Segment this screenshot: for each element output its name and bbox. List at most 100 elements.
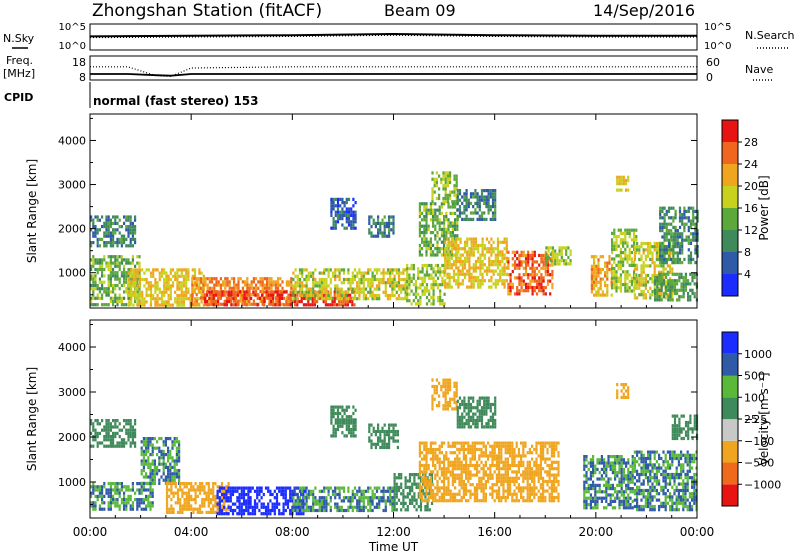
- power-cell: [391, 290, 394, 294]
- power-cell: [425, 283, 429, 287]
- power-cell: [678, 298, 681, 302]
- power-cell: [669, 251, 672, 255]
- power-cell: [642, 251, 645, 255]
- power-cell: [90, 277, 93, 281]
- power-cell: [481, 250, 484, 254]
- velocity-cell: [153, 459, 156, 463]
- power-cell: [241, 289, 244, 294]
- power-cell: [343, 213, 346, 217]
- power-cell: [651, 280, 654, 284]
- velocity-cell: [171, 443, 174, 447]
- power-cell: [430, 283, 433, 287]
- power-cell: [116, 261, 119, 265]
- velocity-cell: [192, 507, 195, 511]
- velocity-cell: [194, 501, 197, 505]
- power-cell: [237, 283, 240, 287]
- power-cell: [622, 178, 625, 183]
- power-cell: [472, 282, 475, 286]
- power-cell: [644, 248, 647, 252]
- power-cell: [92, 234, 95, 238]
- power-cell: [138, 290, 142, 294]
- power-cell: [655, 248, 658, 252]
- power-cell: [423, 279, 426, 284]
- velocity-cell: [105, 422, 108, 426]
- power-cell: [323, 297, 326, 301]
- power-cell: [352, 223, 355, 227]
- velocity-cell: [383, 445, 386, 450]
- power-cell: [141, 300, 144, 304]
- power-cell: [461, 269, 464, 273]
- velocity-cell: [253, 499, 257, 503]
- velocity-cell: [301, 489, 304, 493]
- velocity-cell: [107, 491, 110, 495]
- power-cell: [651, 245, 654, 249]
- power-cell: [101, 303, 104, 307]
- power-cell: [334, 287, 337, 291]
- power-cell: [333, 303, 336, 307]
- power-cell: [480, 217, 484, 221]
- power-cell: [457, 259, 460, 264]
- power-cell: [671, 272, 674, 276]
- power-cell: [633, 286, 636, 290]
- power-cell: [98, 287, 101, 291]
- power-cell: [617, 228, 620, 232]
- velocity-cell: [151, 443, 154, 447]
- velocity-cell: [350, 427, 353, 432]
- power-cell: [158, 303, 161, 307]
- velocity-cell: [179, 510, 182, 514]
- power-cell: [442, 196, 445, 201]
- power-cell: [320, 297, 324, 301]
- power-cell: [427, 227, 430, 231]
- velocity-cell: [353, 505, 357, 509]
- velocity-cell: [378, 486, 381, 490]
- power-cell: [156, 297, 159, 301]
- power-cell: [358, 284, 361, 288]
- power-cell: [338, 287, 341, 291]
- power-cell: [485, 266, 489, 270]
- power-cell: [644, 254, 647, 258]
- velocity-cell: [383, 439, 386, 443]
- power-cell: [191, 274, 194, 278]
- power-cell: [278, 293, 281, 297]
- power-cell: [620, 182, 623, 186]
- velocity-cell: [340, 508, 343, 513]
- power-cell: [125, 244, 128, 248]
- power-cell: [94, 274, 97, 278]
- velocity-cell: [118, 435, 121, 439]
- power-cell: [400, 290, 403, 294]
- velocity-cell: [112, 419, 115, 423]
- power-cell: [131, 258, 134, 262]
- power-cell: [421, 202, 424, 206]
- power-cell: [595, 255, 598, 259]
- power-cell: [213, 286, 216, 290]
- power-cell: [412, 283, 415, 287]
- velocity-cell: [192, 510, 195, 514]
- power-cell: [352, 213, 355, 217]
- power-cell: [611, 283, 614, 287]
- power-cell: [160, 271, 164, 275]
- power-cell: [212, 296, 215, 300]
- power-cell: [303, 268, 306, 272]
- velocity-cell: [351, 505, 354, 509]
- velocity-cell: [340, 486, 343, 490]
- power-cell: [360, 274, 363, 278]
- power-cell: [489, 192, 492, 196]
- velocity-cell: [345, 405, 348, 409]
- velocity-cell: [247, 508, 250, 513]
- velocity-cell: [94, 485, 97, 489]
- velocity-cell: [140, 501, 143, 505]
- power-cell: [356, 274, 359, 278]
- power-cell: [329, 268, 332, 272]
- velocity-cell: [368, 429, 371, 434]
- power-cell: [156, 293, 159, 298]
- power-cell: [417, 292, 420, 296]
- power-cell: [171, 281, 175, 285]
- power-cell: [494, 192, 497, 196]
- power-cell: [127, 290, 131, 294]
- power-cell: [524, 266, 528, 270]
- velocity-cell: [149, 488, 152, 492]
- velocity-cell: [341, 418, 344, 422]
- power-cell: [252, 280, 255, 284]
- power-cell: [546, 273, 550, 277]
- power-cell: [307, 277, 310, 282]
